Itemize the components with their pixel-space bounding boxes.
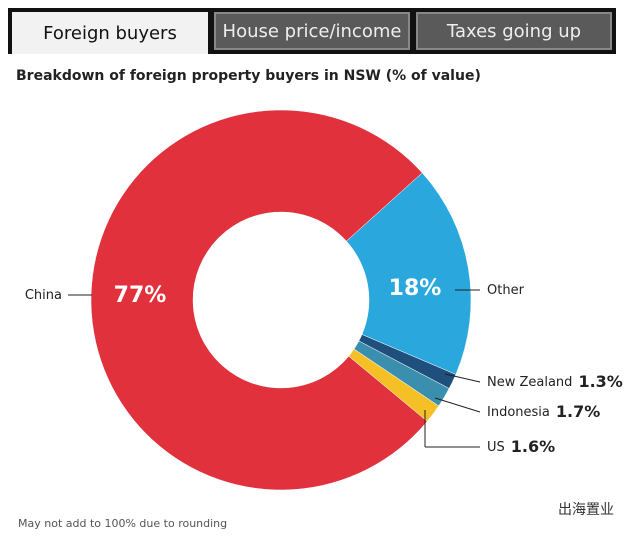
category-name: Indonesia [487, 405, 550, 420]
donut-segment [346, 172, 472, 375]
chart-title: Breakdown of foreign property buyers in … [16, 68, 481, 84]
category-name: New Zealand [487, 375, 572, 390]
category-name: US [487, 440, 505, 455]
category-label: Indonesia 1.7% [487, 402, 600, 421]
value-label: 77% [114, 283, 167, 308]
tab[interactable]: Taxes going up [416, 12, 612, 50]
category-name: Other [487, 283, 525, 298]
leader-line [444, 373, 481, 383]
value-label: 1.6% [511, 437, 555, 456]
tab-bar: Foreign buyers House price/income Taxes … [8, 8, 616, 54]
value-label: 1.3% [578, 372, 622, 391]
category-label: Other [487, 283, 525, 298]
tab[interactable]: House price/income [214, 12, 410, 50]
value-label: 18% [389, 276, 442, 301]
watermark: 出海置业 [558, 502, 614, 518]
leader-line [434, 397, 481, 413]
value-label: 1.7% [556, 402, 600, 421]
category-label: New Zealand 1.3% [487, 372, 623, 391]
category-label: US 1.6% [487, 437, 555, 456]
category-label: China [25, 288, 62, 303]
category-name: China [25, 288, 62, 303]
donut-segment [90, 109, 428, 491]
footnote: May not add to 100% due to rounding [18, 517, 227, 530]
tab[interactable]: Foreign buyers [12, 12, 208, 54]
